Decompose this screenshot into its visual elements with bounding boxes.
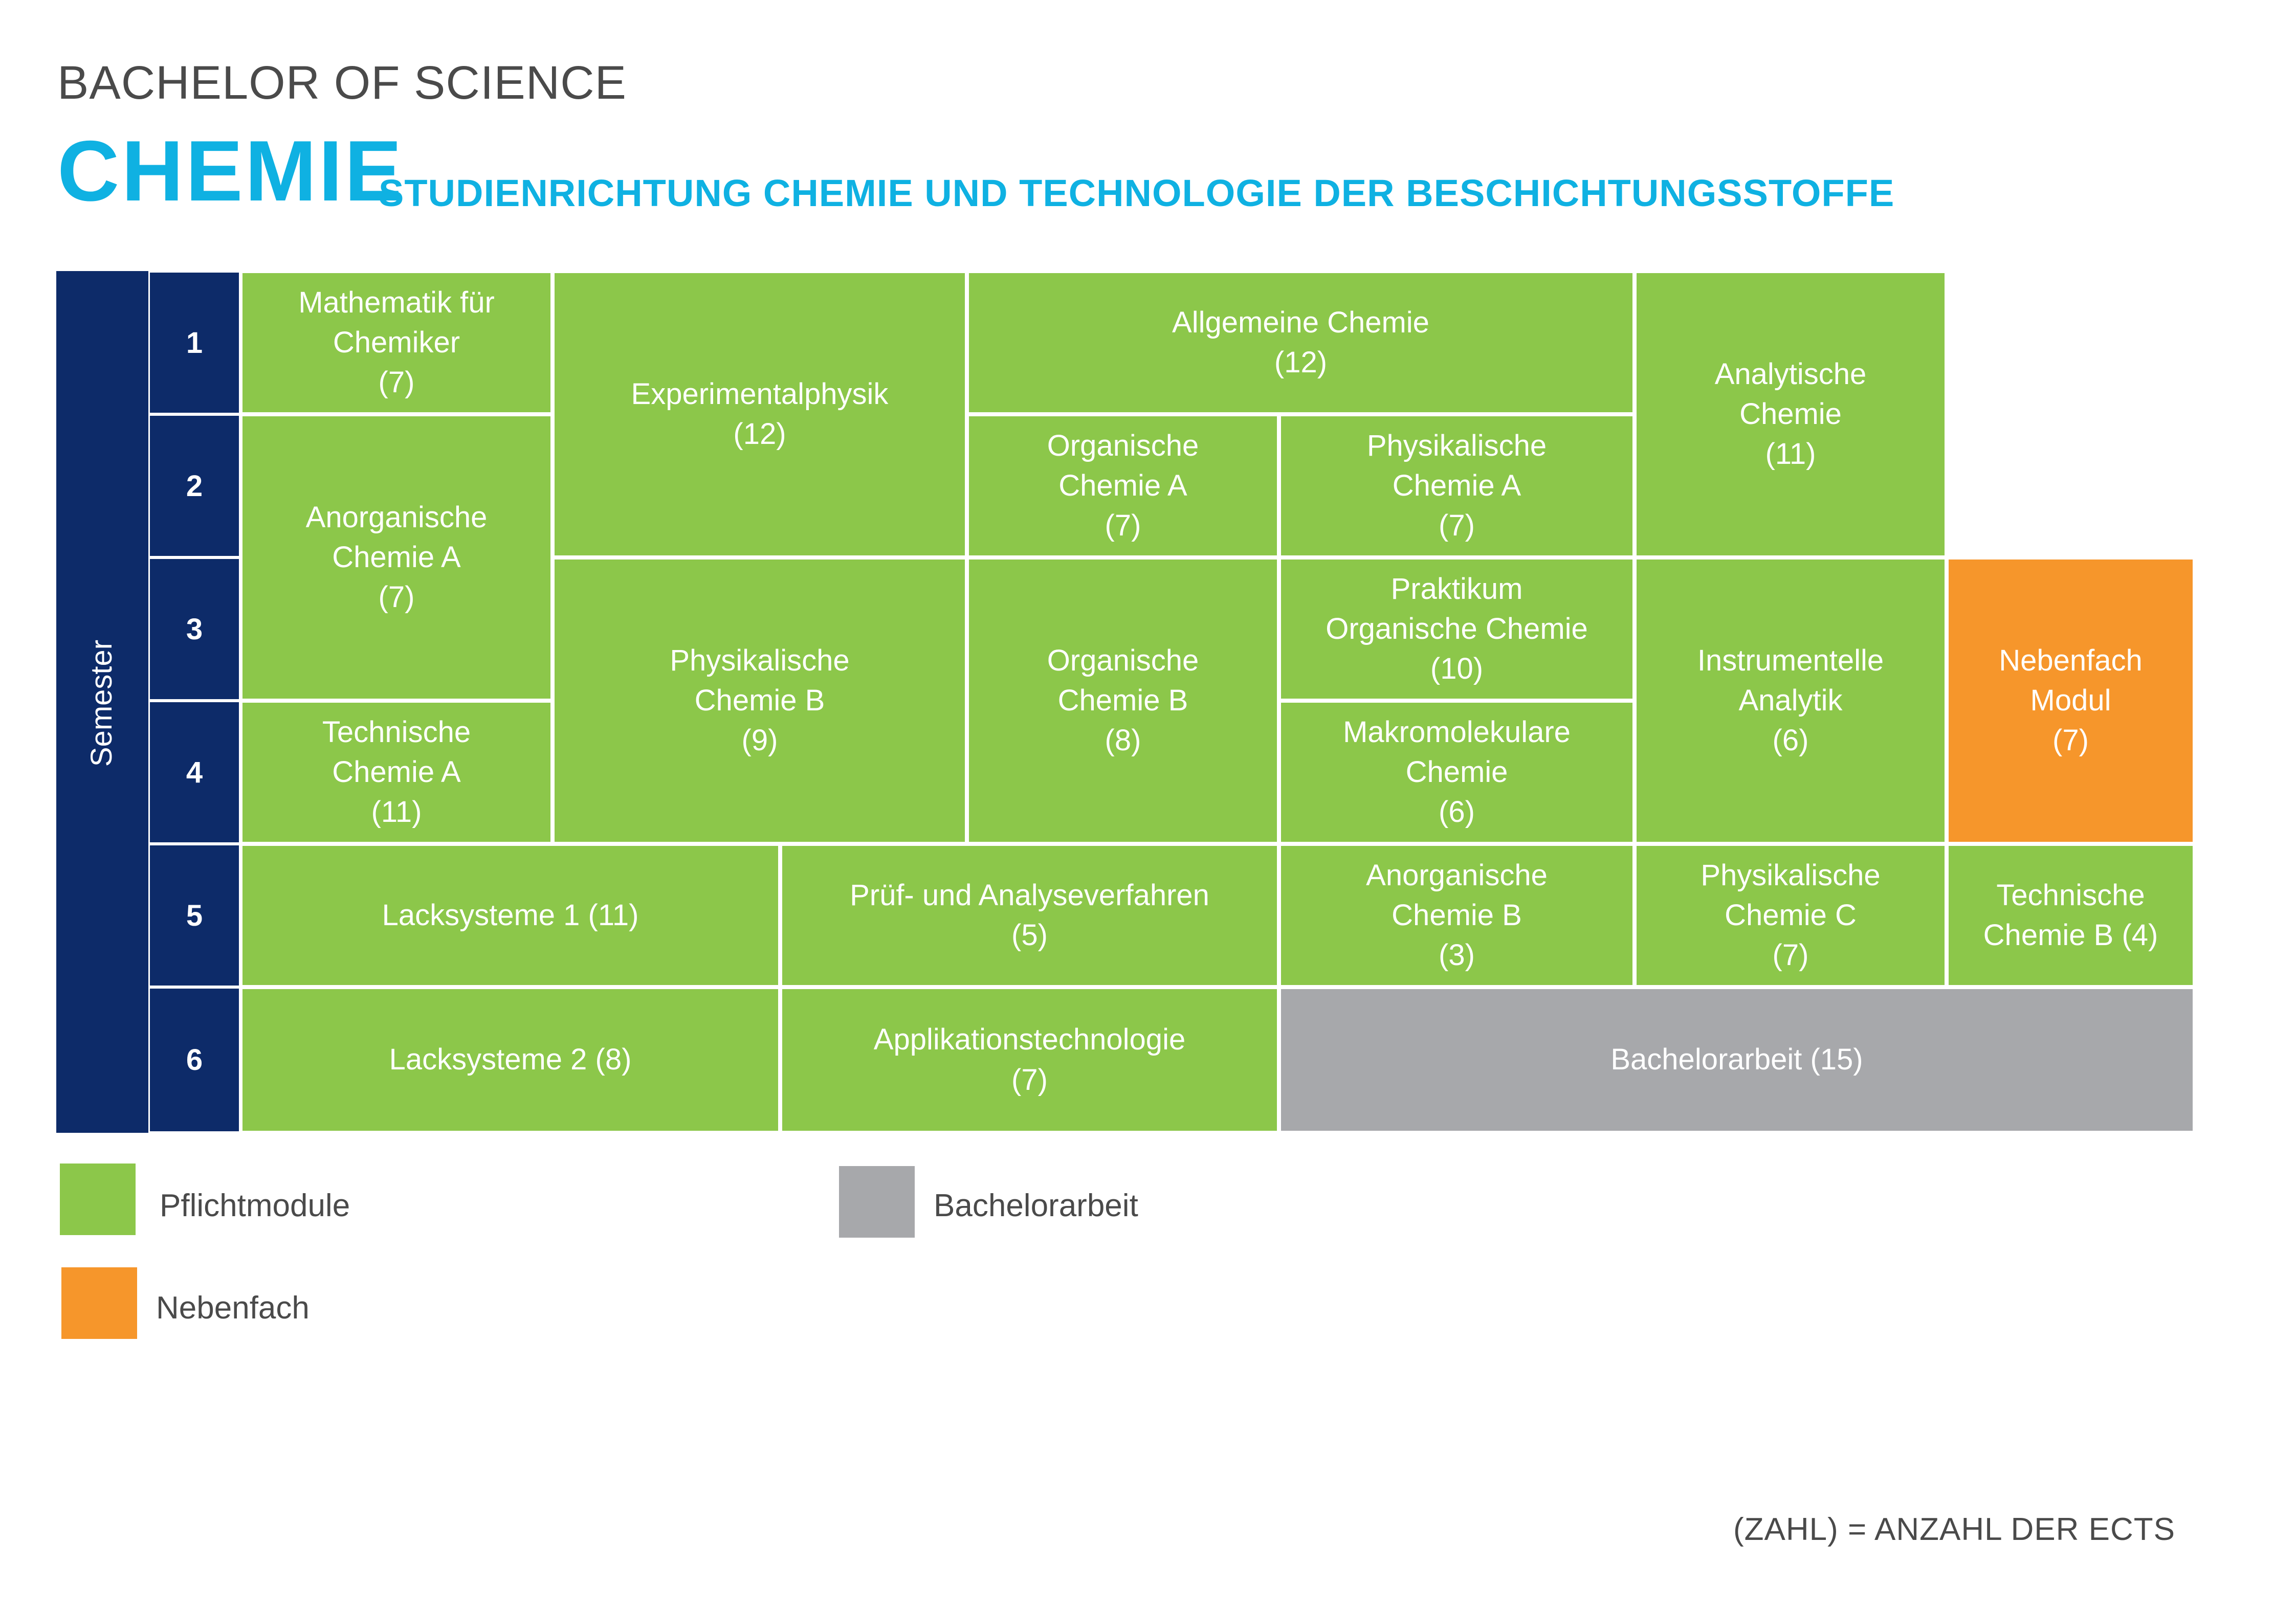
module-experimentalphysik: Experimentalphysik (12) [553, 271, 967, 557]
module-lacksysteme-1: Lacksysteme 1 (11) [240, 844, 780, 987]
legend-label-pflicht: Pflichtmodule [160, 1188, 350, 1223]
module-makromolekulare-chemie: Makromolekulare Chemie (6) [1279, 701, 1635, 844]
semester-number-5: 5 [148, 844, 240, 987]
module-anorganische-chemie-b: Anorganische Chemie B (3) [1279, 844, 1635, 987]
module-organische-chemie-b: Organische Chemie B (8) [967, 557, 1279, 844]
module-analytische-chemie: Analytische Chemie (11) [1635, 271, 1947, 557]
legend-label-bachelorarbeit: Bachelorarbeit [934, 1188, 1138, 1223]
module-physikalische-chemie-c: Physikalische Chemie C (7) [1635, 844, 1947, 987]
module-anorganische-chemie-a: Anorganische Chemie A (7) [240, 414, 553, 701]
module-organische-chemie-a: Organische Chemie A (7) [967, 414, 1279, 557]
semester-number-2: 2 [148, 414, 240, 557]
header-subject: CHEMIE [57, 123, 404, 219]
module-instrumentelle-analytik: Instrumentelle Analytik (6) [1635, 557, 1947, 844]
legend-label-nebenfach: Nebenfach [156, 1290, 310, 1326]
header-degree: BACHELOR OF SCIENCE [57, 57, 627, 109]
semester-number-6: 6 [148, 987, 240, 1133]
legend-swatch-nebenfach [61, 1267, 137, 1339]
module-bachelorarbeit: Bachelorarbeit (15) [1279, 987, 2195, 1133]
legend-swatch-pflicht [60, 1164, 136, 1235]
module-mathematik: Mathematik für Chemiker (7) [240, 271, 553, 414]
module-nebenfach: Nebenfach Modul (7) [1947, 557, 2195, 844]
module-technische-chemie-b: Technische Chemie B (4) [1947, 844, 2195, 987]
module-technische-chemie-a: Technische Chemie A (11) [240, 701, 553, 844]
module-physikalische-chemie-a: Physikalische Chemie A (7) [1279, 414, 1635, 557]
legend-swatch-bachelorarbeit [839, 1166, 915, 1238]
module-pruef-analyseverfahren: Prüf- und Analyseverfahren (5) [780, 844, 1279, 987]
module-allgemeine-chemie: Allgemeine Chemie (12) [967, 271, 1635, 414]
module-applikationstechnologie: Applikationstechnologie (7) [780, 987, 1279, 1133]
header-specialization: STUDIENRICHTUNG CHEMIE UND TECHNOLOGIE D… [379, 172, 1895, 214]
semester-number-4: 4 [148, 701, 240, 844]
semester-number-3: 3 [148, 557, 240, 701]
module-praktikum-organische-chemie: Praktikum Organische Chemie (10) [1279, 557, 1635, 701]
footnote-ects: (ZAHL) = ANZAHL DER ECTS [1733, 1512, 2175, 1547]
semester-axis-label: Semester [85, 639, 118, 767]
module-lacksysteme-2: Lacksysteme 2 (8) [240, 987, 780, 1133]
module-physikalische-chemie-b: Physikalische Chemie B (9) [553, 557, 967, 844]
semester-axis-bar [56, 271, 148, 1133]
semester-number-1: 1 [148, 271, 240, 414]
